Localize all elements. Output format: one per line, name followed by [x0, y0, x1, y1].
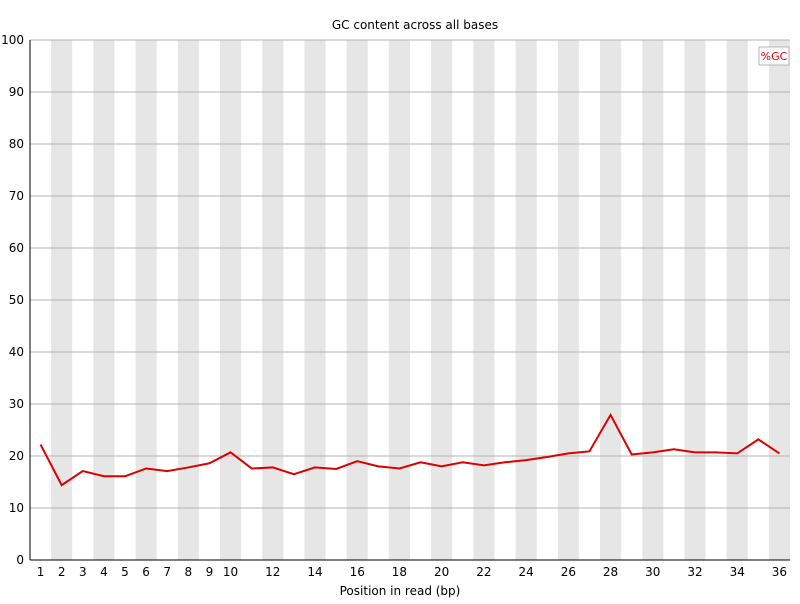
x-tick-label-20: 20 — [434, 565, 449, 579]
x-tick-label-4: 4 — [100, 565, 108, 579]
y-tick-label-20: 20 — [9, 449, 24, 463]
x-tick-label-2: 2 — [58, 565, 66, 579]
x-tick-label-34: 34 — [730, 565, 745, 579]
x-tick-label-5: 5 — [121, 565, 129, 579]
y-tick-labels: 0 10 20 30 40 50 60 70 80 90 100 — [1, 33, 24, 567]
x-axis-label: Position in read (bp) — [340, 584, 461, 598]
y-tick-label-30: 30 — [9, 397, 24, 411]
y-tick-label-90: 90 — [9, 85, 24, 99]
x-tick-label-36: 36 — [772, 565, 787, 579]
legend-entry-1: %GC — [761, 50, 788, 63]
chart-title: GC content across all bases — [332, 18, 498, 32]
legend: %GC — [759, 47, 789, 65]
x-tick-label-30: 30 — [645, 565, 660, 579]
y-tick-label-40: 40 — [9, 345, 24, 359]
y-tick-label-60: 60 — [9, 241, 24, 255]
x-tick-label-6: 6 — [142, 565, 150, 579]
y-tick-label-100: 100 — [1, 33, 24, 47]
y-tick-label-0: 0 — [16, 553, 24, 567]
x-tick-label-28: 28 — [603, 565, 618, 579]
x-tick-label-10: 10 — [223, 565, 238, 579]
x-tick-label-12: 12 — [265, 565, 280, 579]
x-tick-label-18: 18 — [392, 565, 407, 579]
y-tick-label-10: 10 — [9, 501, 24, 515]
x-tick-label-16: 16 — [350, 565, 365, 579]
x-tick-label-9: 9 — [206, 565, 214, 579]
y-tick-label-70: 70 — [9, 189, 24, 203]
x-tick-label-3: 3 — [79, 565, 87, 579]
x-tick-label-14: 14 — [307, 565, 322, 579]
y-tick-label-50: 50 — [9, 293, 24, 307]
x-tick-label-7: 7 — [163, 565, 171, 579]
x-tick-label-32: 32 — [687, 565, 702, 579]
y-tick-label-80: 80 — [9, 137, 24, 151]
x-tick-label-1: 1 — [37, 565, 45, 579]
x-tick-label-26: 26 — [561, 565, 576, 579]
x-tick-label-8: 8 — [185, 565, 193, 579]
x-tick-label-24: 24 — [518, 565, 533, 579]
x-tick-label-22: 22 — [476, 565, 491, 579]
